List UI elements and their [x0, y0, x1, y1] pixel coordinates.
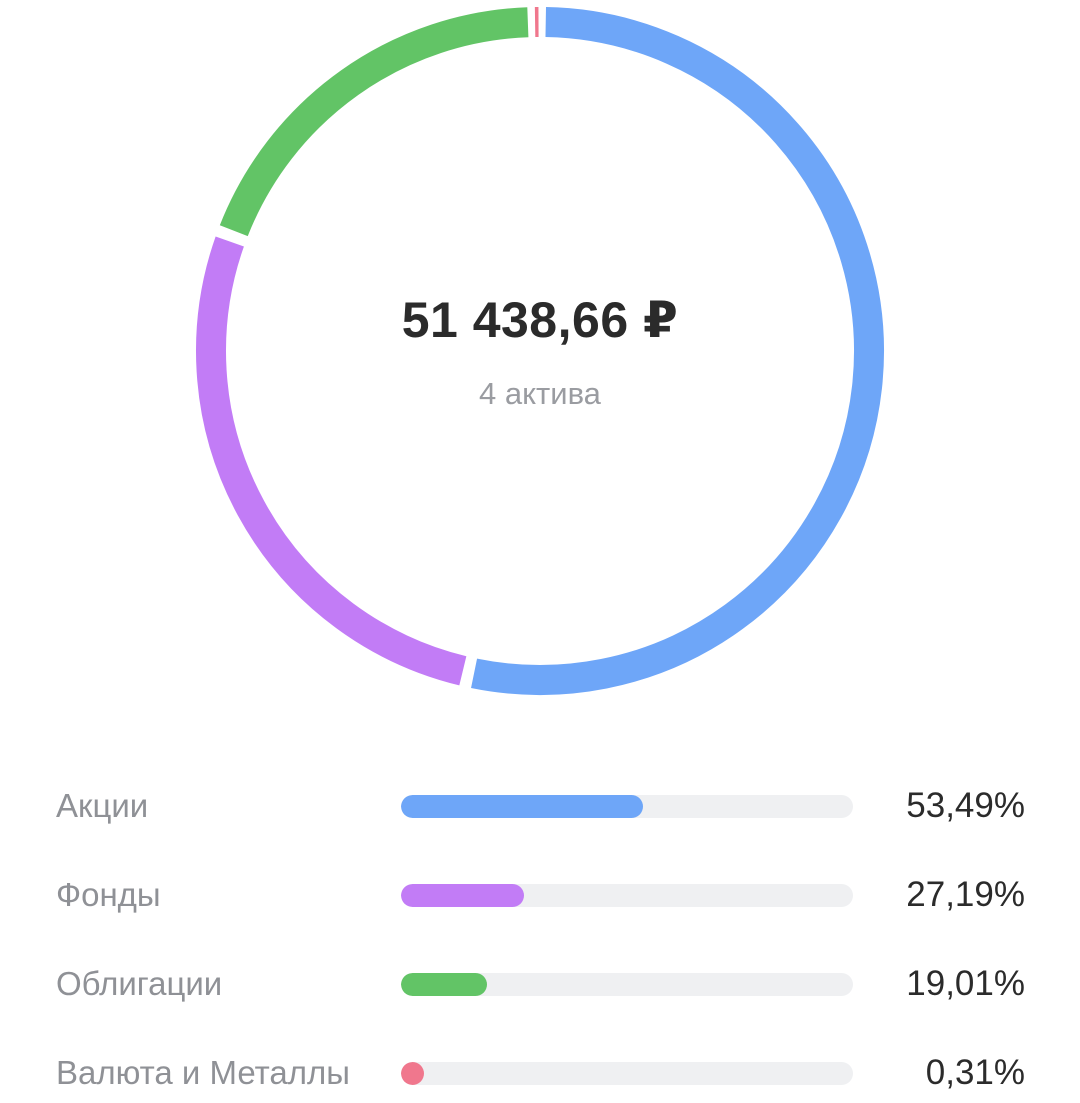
legend-percent: 19,01%: [906, 954, 1025, 1014]
progress-track: [401, 1062, 853, 1085]
portfolio-total-value: 51 438,66 ₽: [290, 285, 790, 355]
legend-row-stocks[interactable]: Акции 53,49%: [0, 776, 1080, 836]
legend-label: Валюта и Металлы: [56, 1043, 350, 1103]
progress-fill: [401, 884, 524, 907]
progress-fill: [401, 973, 487, 996]
legend-percent: 27,19%: [906, 865, 1025, 925]
legend-label: Фонды: [56, 865, 161, 925]
progress-fill: [401, 795, 643, 818]
legend-row-funds[interactable]: Фонды 27,19%: [0, 865, 1080, 925]
legend-row-bonds[interactable]: Облигации 19,01%: [0, 954, 1080, 1014]
assets-count: 4 актива: [390, 372, 690, 416]
progress-track: [401, 795, 853, 818]
allocation-donut-chart: АкцииФондыОблигацииВалюта и Металлы: [0, 0, 1080, 720]
legend-row-currency-metals[interactable]: Валюта и Металлы 0,31%: [0, 1043, 1080, 1103]
progress-track: [401, 973, 853, 996]
donut-segment-3: Облигации: [234, 22, 528, 230]
legend-percent: 0,31%: [926, 1043, 1025, 1103]
legend-percent: 53,49%: [906, 776, 1025, 836]
legend-label: Облигации: [56, 954, 222, 1014]
progress-fill: [401, 1062, 424, 1085]
legend-label: Акции: [56, 776, 148, 836]
progress-track: [401, 884, 853, 907]
